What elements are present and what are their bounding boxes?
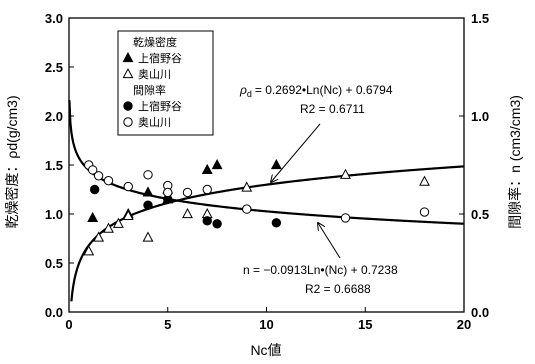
filled-circle-point [212,219,222,229]
filled-circle-point [202,216,212,226]
right-y-tick-label: 1.5 [471,11,489,26]
density-fit-equation: ρd = 0.2692•Ln(Nc) + 0.6794 [239,83,393,99]
right-y-tick-label: 0.0 [471,305,489,320]
open-circle-point [93,171,104,181]
open-circle-point [242,204,252,214]
open-circle-point [202,184,212,195]
open-triangle-point [241,181,253,192]
density-leader-arrow [271,123,321,182]
legend-label: 上宿野谷 [138,99,182,113]
left-y-axis-title: 乾燥密度：ρd(g/cm3) [4,95,20,228]
open-triangle-point [112,217,124,228]
density-fit-r2: R2 = 0.6711 [300,102,365,116]
open-circle-point [103,175,114,186]
open-circle-point [143,170,153,180]
density-fit-curve [70,165,465,302]
left-y-tick-label: 0.0 [45,305,63,320]
x-tick-label: 0 [65,317,72,332]
open-triangle-point [103,222,114,233]
filled-triangle-point [142,186,154,197]
left-y-tick-label: 0.5 [45,256,63,271]
porosity-fit-curve [68,100,465,225]
right-y-axis-title: 間隙率：n (cm3/cm3) [507,95,523,229]
legend-group-title-density: 乾燥密度 [133,35,177,49]
legend-open-circle-symbol [123,117,133,127]
filled-circle-point [271,218,282,228]
filled-circle-point [89,184,100,195]
open-triangle-point [142,231,154,242]
right-y-tick-label: 0.5 [471,207,489,222]
open-triangle-point [122,209,134,221]
open-circle-point [182,187,193,198]
legend-open-triangle-symbol [122,67,134,79]
left-y-tick-label: 2.0 [45,109,63,124]
filled-circle-point [143,200,153,210]
x-tick-label: 15 [358,317,372,332]
filled-triangle-point [201,163,213,174]
porosity-leader-arrow [318,223,341,259]
right-y-tick-label: 1.0 [471,109,489,124]
open-circle-point [419,207,430,217]
legend-label: 奥山川 [138,115,171,129]
x-tick-label: 20 [457,317,471,332]
filled-triangle-point [270,158,282,170]
legend-box [117,30,214,136]
open-circle-point [340,213,351,223]
porosity-fit-equation: n = −0.0913Ln•(Nc) + 0.7238 [243,263,398,277]
left-y-tick-label: 3.0 [45,11,63,26]
open-triangle-point [83,245,95,256]
open-circle-point [163,187,173,198]
open-triangle-point [340,168,351,179]
legend-group-title-porosity: 間隙率 [133,83,166,97]
open-circle-point [123,181,133,192]
x-axis-title: Nc値 [250,342,281,358]
legend-filled-triangle-symbol [122,51,134,63]
open-triangle-point [182,207,193,219]
open-triangle-point [419,175,430,186]
filled-triangle-point [87,211,99,223]
x-tick-label: 5 [164,317,171,332]
legend-filled-circle-symbol [123,101,133,111]
left-y-tick-label: 2.5 [45,60,63,75]
left-y-tick-label: 1.5 [45,158,63,173]
filled-triangle-point [211,158,223,170]
porosity-fit-r2: R2 = 0.6688 [305,282,371,296]
open-triangle-point [93,231,105,242]
x-tick-label: 10 [259,317,273,332]
legend-label: 上宿野谷 [138,51,182,65]
legend-label: 奥山川 [138,67,171,81]
open-circle-point [88,165,98,175]
left-y-tick-label: 1.0 [45,207,63,222]
